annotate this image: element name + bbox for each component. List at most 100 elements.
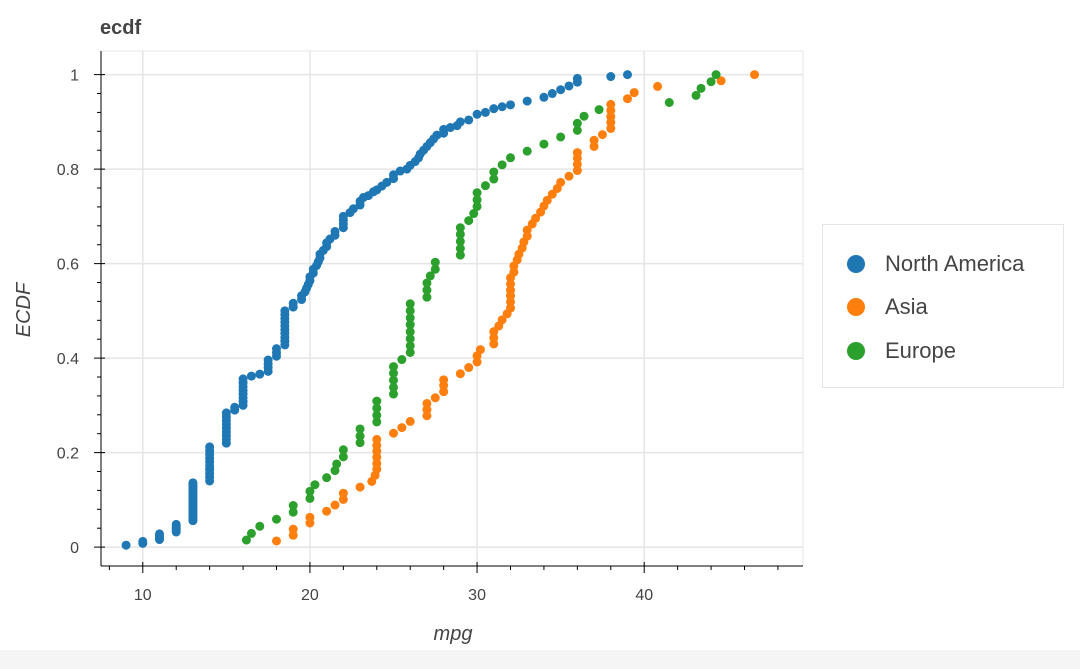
y-tick-label: 0.4 (57, 351, 79, 368)
y-tick-label: 0.6 (57, 257, 79, 274)
legend-item-asia[interactable]: Asia (847, 292, 928, 322)
data-point-asia (556, 177, 566, 187)
data-point-europe (288, 507, 298, 517)
legend-item-north-america[interactable]: North America (847, 249, 1024, 279)
data-point-asia (542, 195, 552, 205)
data-point-europe (455, 243, 465, 253)
data-point-north-america (480, 107, 490, 117)
data-point-north-america (389, 170, 398, 180)
legend-swatch-asia (847, 298, 865, 316)
y-tick-label: 0.8 (57, 162, 79, 179)
data-point-europe (310, 480, 320, 490)
data-point-europe (664, 98, 674, 107)
data-point-north-america (348, 204, 358, 214)
data-point-europe (332, 459, 342, 469)
data-point-asia (397, 423, 407, 433)
data-point-north-america (472, 109, 482, 119)
data-point-europe (425, 271, 435, 281)
data-point-asia (322, 506, 332, 516)
data-point-europe (389, 375, 398, 385)
data-point-asia (597, 130, 607, 140)
data-point-asia (653, 81, 663, 91)
data-point-europe (372, 396, 382, 406)
x-tick-label: 30 (468, 587, 486, 604)
legend-label-north-america: North America (885, 251, 1025, 276)
data-point-europe (255, 521, 265, 531)
data-point-asia (464, 363, 474, 373)
data-point-europe (464, 216, 474, 226)
data-point-north-america (338, 211, 348, 221)
data-point-asia (422, 398, 432, 408)
data-point-europe (480, 181, 490, 191)
data-point-north-america (280, 306, 290, 316)
data-point-europe (246, 528, 256, 538)
data-point-asia (288, 524, 298, 534)
data-point-europe (372, 403, 382, 413)
data-point-europe (469, 209, 479, 219)
data-point-europe (355, 431, 365, 441)
data-point-europe (389, 368, 398, 378)
data-point-asia (629, 88, 639, 98)
data-point-asia (716, 76, 726, 86)
data-point-europe (288, 501, 298, 511)
data-point-north-america (547, 89, 557, 99)
data-point-europe (405, 327, 415, 337)
data-point-europe (397, 355, 407, 365)
data-point-north-america (497, 102, 507, 112)
data-point-europe (405, 313, 415, 323)
data-point-europe (241, 535, 251, 545)
data-point-asia (305, 512, 315, 522)
data-point-europe (522, 146, 532, 156)
data-point-europe (430, 257, 440, 267)
data-point-north-america (489, 104, 499, 114)
data-point-europe (711, 70, 721, 80)
data-point-europe (506, 153, 515, 163)
data-point-europe (405, 320, 415, 330)
data-point-asia (272, 536, 281, 546)
data-point-europe (539, 139, 549, 149)
data-point-europe (594, 105, 604, 115)
chart-title: ecdf (100, 17, 141, 39)
data-point-europe (455, 229, 465, 239)
plot-frame: ecdf mpg ECDF 10 20 30 40 0 0.2 0.4 0.6 0.8 1 Nor… (13, 17, 1064, 645)
data-point-north-america (246, 371, 256, 381)
data-point-north-america (205, 442, 215, 452)
data-point-asia (455, 369, 465, 379)
data-point-europe (305, 486, 315, 496)
data-point-asia (355, 482, 365, 492)
data-point-north-america (288, 298, 298, 308)
data-point-europe (696, 83, 706, 93)
data-point-europe (338, 452, 348, 462)
data-point-europe (572, 125, 582, 135)
data-point-asia (475, 345, 485, 355)
data-point-asia (572, 148, 582, 158)
x-tick-label: 10 (134, 587, 152, 604)
data-point-europe (489, 174, 499, 184)
data-point-north-america (155, 529, 164, 539)
data-point-north-america (606, 72, 616, 82)
data-point-europe (389, 362, 398, 372)
data-point-europe (472, 188, 482, 198)
legend-item-europe[interactable]: Europe (847, 336, 956, 366)
legend-label-europe: Europe (885, 338, 956, 363)
data-point-north-america (255, 369, 265, 379)
legend-swatch-north-america (847, 255, 865, 273)
ecdf-chart: ecdf mpg ECDF 10 20 30 40 0 0.2 0.4 0.6 0.8 1 (13, 17, 804, 645)
bottom-strip (0, 650, 1080, 669)
data-point-asia (606, 99, 616, 109)
data-point-europe (472, 195, 482, 205)
data-point-north-america (623, 70, 632, 80)
data-point-north-america (221, 408, 231, 418)
axes: ecdf mpg ECDF 10 20 30 40 0 0.2 0.4 0.6 0.8 1 (13, 17, 803, 645)
y-axis-title: ECDF (13, 281, 35, 337)
data-point-asia (372, 434, 382, 444)
data-point-north-america (121, 540, 131, 550)
x-tick-label: 40 (635, 587, 653, 604)
grid (101, 50, 804, 566)
data-point-asia (750, 70, 760, 80)
y-tick-label: 0 (70, 540, 79, 557)
data-point-asia (439, 375, 449, 385)
data-point-north-america (556, 85, 566, 95)
legend-label-asia: Asia (885, 294, 928, 319)
data-point-europe (422, 278, 432, 288)
